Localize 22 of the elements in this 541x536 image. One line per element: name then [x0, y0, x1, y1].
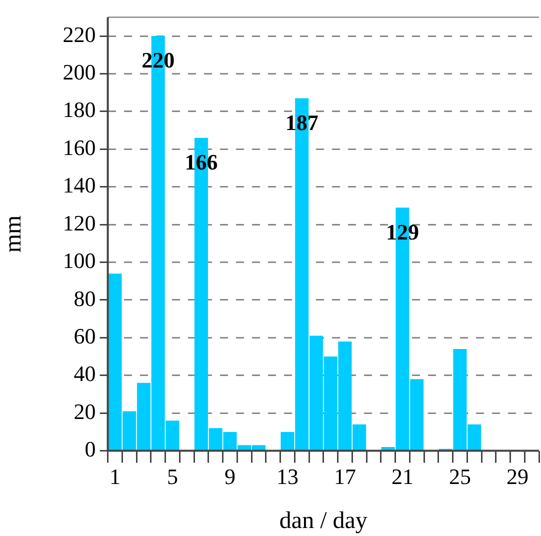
y-tick-label: 160	[62, 134, 96, 160]
y-tick-label: 220	[62, 22, 96, 47]
x-tick-label: 1	[109, 464, 120, 489]
x-tick-label: 9	[224, 464, 236, 489]
y-tick-label: 140	[62, 172, 96, 198]
y-tick-label: 40	[74, 361, 96, 386]
y-tick-label: 100	[62, 248, 96, 274]
x-tick-label: 17	[334, 464, 356, 489]
y-tick-label: 80	[74, 286, 96, 311]
y-tick-label: 200	[62, 60, 96, 85]
y-tick-label: 0	[84, 436, 96, 462]
x-tick-label: 29	[506, 464, 528, 489]
y-tick-label: 120	[62, 210, 96, 236]
x-tick-label: 25	[448, 464, 471, 489]
y-axis-title: mm	[0, 215, 27, 253]
x-tick-label: 21	[391, 464, 414, 489]
x-tick-label: 13	[276, 464, 298, 489]
x-tick-label: 5	[166, 464, 178, 489]
y-tick-label: 20	[74, 398, 96, 424]
y-tick-label: 60	[74, 323, 96, 348]
y-tick-label: 180	[62, 97, 96, 122]
x-axis-title: dan / day	[279, 508, 368, 534]
